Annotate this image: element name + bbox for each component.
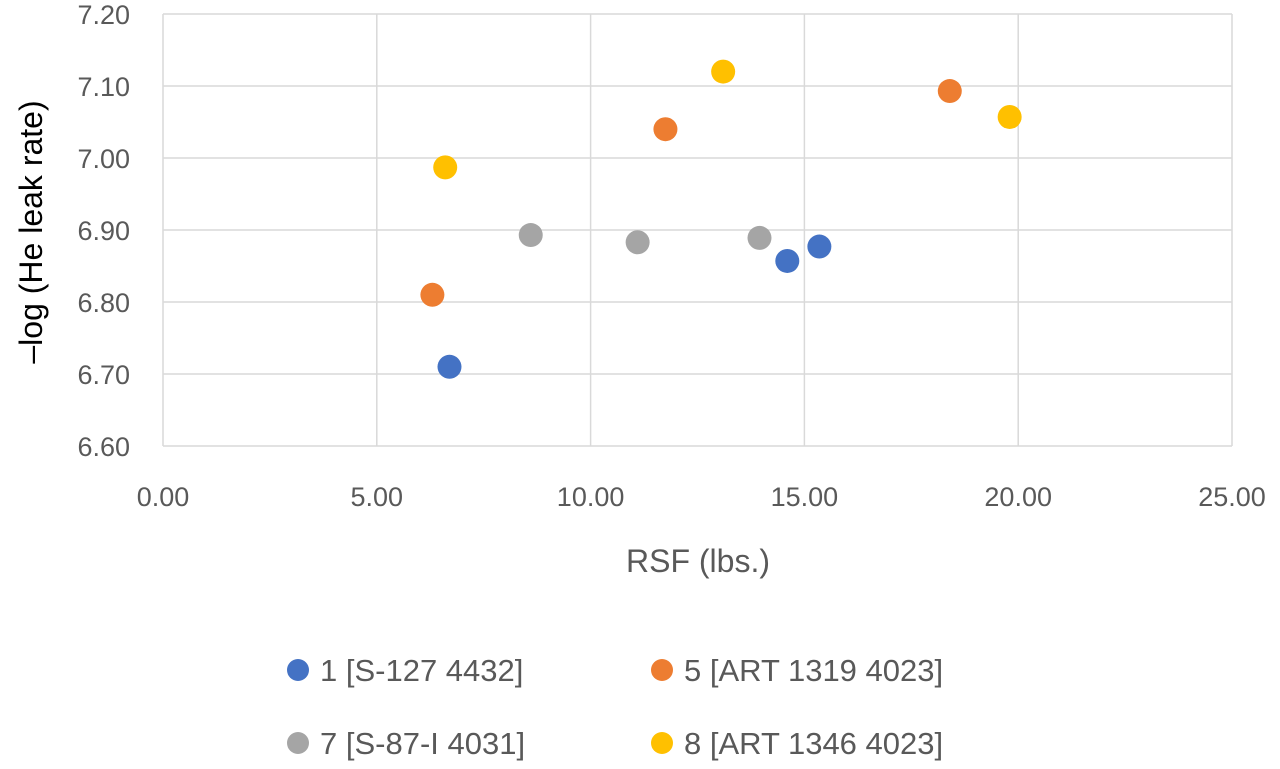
data-point-series-4-3 [997,104,1022,129]
legend-label-2: 5 [ART 1319 4023] [684,653,943,688]
legend-label-4: 8 [ART 1346 4023] [684,726,943,761]
x-tick-label: 0.00 [137,482,190,512]
x-axis-title: RSF (lbs.) [626,543,770,579]
legend-marker-1 [287,659,309,681]
data-point-series-4-1 [433,155,458,180]
data-point-series-1-3 [807,234,832,259]
y-axis-ticks: 6.60 6.70 6.80 6.90 7.00 7.10 7.20 [77,0,130,462]
data-point-series-3-3 [747,225,772,250]
data-point-series-3-1 [518,223,543,248]
legend-marker-2 [651,659,673,681]
x-tick-label: 20.00 [984,482,1052,512]
x-axis-ticks: 0.00 5.00 10.00 15.00 20.00 25.00 [137,482,1266,512]
y-tick-label: 7.20 [77,0,130,30]
x-tick-label: 10.00 [557,482,625,512]
y-axis-title: –log (He leak rate) [13,100,49,363]
grid [162,13,1233,447]
legend-marker-3 [287,732,309,754]
y-tick-label: 6.70 [77,360,130,390]
y-tick-label: 6.90 [77,216,130,246]
data-point-series-2-3 [937,79,962,104]
legend-marker-4 [651,732,673,754]
y-tick-label: 7.00 [77,144,130,174]
data-point-series-1-1 [437,354,462,379]
x-tick-label: 15.00 [771,482,839,512]
data-points [420,59,1022,379]
legend: 1 [S-127 4432] 5 [ART 1319 4023] 7 [S-87-I… [287,653,943,761]
data-point-series-1-2 [775,248,800,273]
data-point-series-2-1 [420,282,445,307]
y-tick-label: 6.80 [77,288,130,318]
data-point-series-4-2 [711,59,736,84]
data-point-series-2-2 [653,117,678,142]
legend-label-3: 7 [S-87-I 4031] [320,726,525,761]
x-tick-label: 25.00 [1198,482,1266,512]
y-tick-label: 7.10 [77,72,130,102]
y-tick-label: 6.60 [77,432,130,462]
legend-label-1: 1 [S-127 4432] [320,653,523,688]
data-point-series-3-2 [625,230,650,255]
x-tick-label: 5.00 [351,482,404,512]
